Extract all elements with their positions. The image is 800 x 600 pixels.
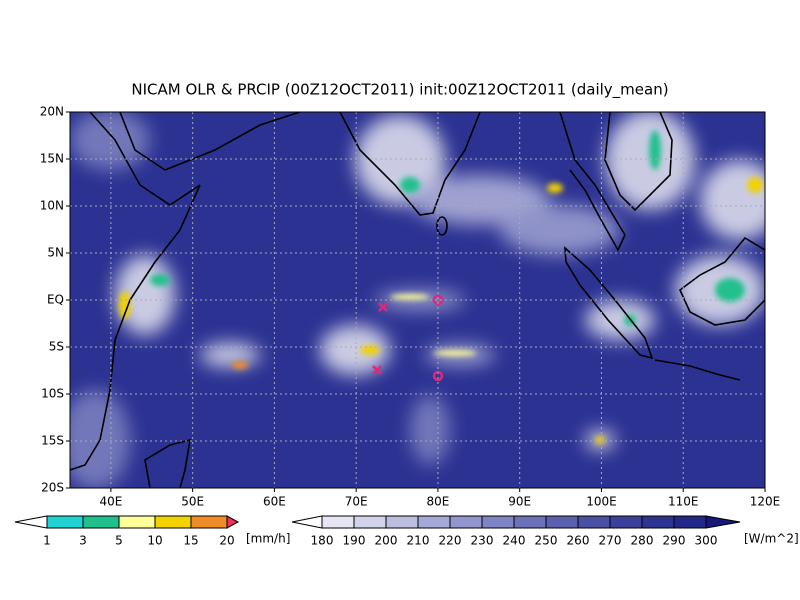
colorbar-label: 250 <box>535 534 558 548</box>
axis-labels: 40E 50E 60E 70E 80E 90E 100E 110E 120E 20N 15N 10N 5… <box>40 105 781 509</box>
colorbar-segment <box>190 515 228 529</box>
lon-tick-label: 100E <box>586 495 617 509</box>
lat-tick-label: 5N <box>47 246 64 260</box>
lat-tick-label: EQ <box>47 293 64 307</box>
colorbar-segment <box>385 515 419 529</box>
colorbar-segment <box>577 515 611 529</box>
lat-tick-label: 10S <box>41 387 64 401</box>
lat-tick-label: 10N <box>40 199 64 213</box>
colorbar-label: 3 <box>79 534 87 548</box>
lon-tick-label: 70E <box>345 495 368 509</box>
colorbar-segment <box>118 515 156 529</box>
colorbar-label: 280 <box>631 534 654 548</box>
lat-tick-label: 15N <box>40 152 64 166</box>
colorbar-label: 220 <box>439 534 462 548</box>
map-title: NICAM OLR & PRCIP (00Z12OCT2011) init:00… <box>131 81 668 100</box>
colorbar-label: 260 <box>567 534 590 548</box>
colorbar-segment <box>609 515 643 529</box>
colorbar-label: 270 <box>599 534 622 548</box>
colorbar-segment <box>46 515 84 529</box>
lon-tick-label: 60E <box>263 495 286 509</box>
lat-tick-label: 20N <box>40 105 64 119</box>
colorbar-label: 200 <box>375 534 398 548</box>
colorbar-label: 10 <box>147 534 162 548</box>
colorbar-segment <box>481 515 515 529</box>
colorbar-segment <box>154 515 192 529</box>
lon-tick-label: 90E <box>508 495 531 509</box>
lat-tick-label: 20S <box>41 481 64 495</box>
colorbar-label: 230 <box>471 534 494 548</box>
colorbar-label: 5 <box>115 534 123 548</box>
lon-tick-label: 80E <box>427 495 450 509</box>
coastlines <box>70 112 765 488</box>
colorbar-segment <box>673 515 707 529</box>
map-field <box>70 112 765 488</box>
colorbar-over <box>705 515 741 529</box>
colorbar-label: 180 <box>311 534 334 548</box>
colorbar-unit: [W/m^2] <box>744 532 799 546</box>
colorbar-label: 15 <box>183 534 198 548</box>
colorbar-segment <box>545 515 579 529</box>
colorbar-label: 210 <box>407 534 430 548</box>
lon-tick-label: 50E <box>181 495 204 509</box>
lon-tick-label: 110E <box>668 495 699 509</box>
colorbar-over <box>226 515 240 529</box>
colorbar-label: 300 <box>695 534 718 548</box>
colorbar-label: 240 <box>503 534 526 548</box>
lon-tick-label: 40E <box>99 495 122 509</box>
lon-tick-label: 120E <box>750 495 781 509</box>
colorbar-segment <box>641 515 675 529</box>
precip <box>119 130 763 444</box>
colorbar-segment <box>321 515 355 529</box>
colorbar-label: 290 <box>663 534 686 548</box>
colorbar-segment <box>353 515 387 529</box>
colorbars: 1 3 5 10 15 20 [mm/h] 180 190 200 210 220 230 240 250 2… <box>14 515 799 548</box>
colorbar-segment <box>82 515 120 529</box>
colorbar-label: 190 <box>343 534 366 548</box>
colorbar-label: 1 <box>43 534 51 548</box>
colorbar-label: 20 <box>219 534 234 548</box>
colorbar-segment <box>449 515 483 529</box>
colorbar-unit: [mm/h] <box>246 532 290 546</box>
lat-tick-label: 15S <box>41 434 64 448</box>
map-frame <box>69 111 766 489</box>
colorbar-segment <box>513 515 547 529</box>
colorbar-segment <box>417 515 451 529</box>
lat-tick-label: 5S <box>49 340 64 354</box>
